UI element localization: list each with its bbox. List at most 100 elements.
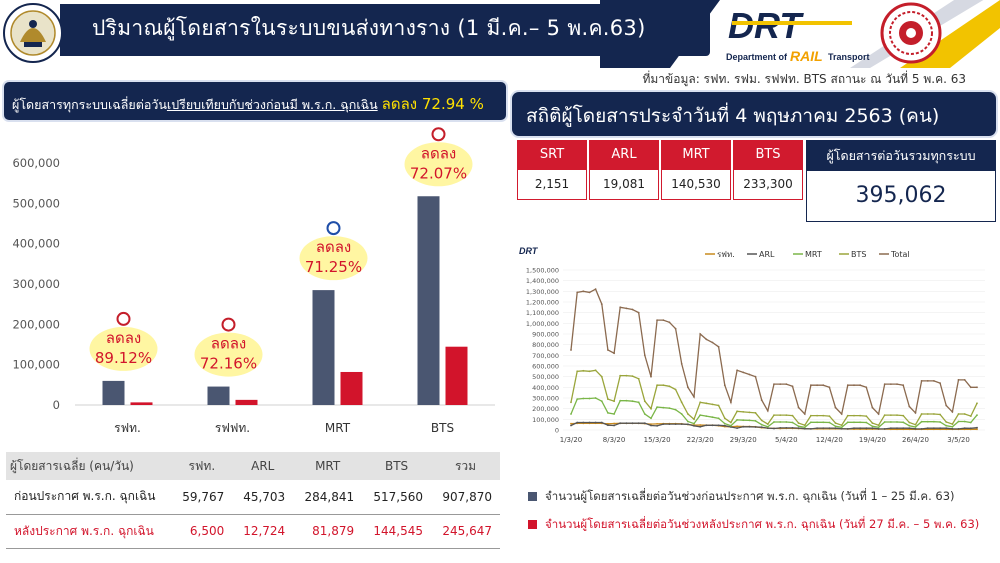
x-tick-label: 26/4/20: [902, 436, 929, 444]
ministry-seal-icon: [3, 3, 63, 63]
annotation-percent: 72.07%: [410, 164, 467, 182]
series-point: [699, 424, 702, 426]
series-point: [816, 427, 818, 429]
series-point: [926, 427, 929, 430]
annotation-highlight: [89, 326, 158, 371]
series-point: [797, 427, 800, 429]
series-point: [853, 384, 855, 387]
series-point: [908, 424, 911, 427]
y-tick-label: 200,000: [12, 317, 60, 331]
series-point: [643, 354, 646, 357]
series-point: [656, 319, 658, 321]
series-point: [693, 425, 695, 427]
stat-value: 233,300: [733, 170, 803, 200]
series-point: [779, 421, 782, 423]
series-point: [760, 426, 763, 429]
series-point: [736, 425, 738, 428]
series-point: [613, 400, 615, 403]
table-cell: 6,500: [171, 514, 233, 549]
operator-logo-icon: [326, 221, 341, 236]
table-header: BTS: [362, 452, 432, 480]
series-point: [588, 421, 591, 424]
series-point: [969, 415, 972, 417]
annotation-label: ลดลง: [421, 144, 456, 162]
series-point: [877, 427, 880, 430]
series-point: [637, 311, 640, 314]
y-tick-label: 400,000: [532, 384, 559, 392]
series-point: [920, 428, 923, 430]
series-point: [945, 427, 948, 430]
series-point: [680, 413, 683, 415]
x-tick-label: BTS: [431, 421, 454, 435]
series-point: [810, 428, 812, 430]
series-point: [570, 413, 572, 415]
line-chart: 0 100,000 200,000 300,000 400,000 500,000 600,…: [519, 246, 985, 444]
daily-stats-title: สถิติผู้โดยสารประจำวันที่ 4 พฤษภาคม 2563…: [526, 105, 940, 127]
series-point: [914, 426, 917, 428]
annotation-highlight: [404, 142, 473, 187]
series-point: [680, 423, 683, 425]
series-point: [810, 414, 812, 417]
x-tick-label: 8/3/20: [603, 436, 626, 444]
series-point: [877, 413, 880, 415]
legend-text: จำนวนผู้โดยสารเฉลี่ยต่อวันช่วงหลังประกาศ…: [545, 517, 980, 531]
series-point: [748, 419, 751, 422]
series-point: [637, 422, 640, 425]
series-point: [705, 424, 708, 427]
svg-text:RAIL: RAIL: [790, 48, 823, 64]
x-tick-label: 15/3/20: [644, 436, 671, 444]
series-point: [859, 427, 861, 430]
series-point: [625, 374, 628, 377]
series-point: [779, 414, 782, 416]
series-point: [588, 397, 591, 400]
series-point: [933, 427, 935, 430]
operator-logo-icon: [431, 127, 446, 142]
series-point: [730, 421, 732, 424]
y-tick-label: 700,000: [532, 352, 559, 360]
series-point: [890, 383, 892, 385]
series-point: [957, 428, 960, 430]
series-point: [766, 409, 769, 412]
series-point: [926, 413, 929, 415]
series-point: [883, 428, 886, 430]
series-point: [914, 427, 917, 430]
svg-text:Department of: Department of: [726, 52, 788, 62]
y-tick-label: 0: [53, 398, 60, 412]
series-point: [662, 423, 665, 425]
series-point: [760, 399, 763, 401]
stat-label: SRT: [517, 140, 587, 170]
series-point: [785, 414, 788, 416]
series-point: [570, 349, 572, 351]
series-point: [890, 414, 892, 416]
series-point: [662, 319, 665, 321]
series-point: [926, 380, 929, 382]
x-tick-label: MRT: [325, 421, 351, 435]
series-point: [643, 413, 646, 415]
series-point: [945, 424, 948, 427]
series-point: [705, 338, 708, 341]
series-point: [680, 363, 683, 365]
series-point: [582, 397, 585, 400]
series-point: [933, 413, 935, 415]
series-point: [668, 321, 671, 324]
annotation-percent: 72.16%: [200, 355, 257, 373]
series-point: [588, 370, 591, 373]
x-tick-label: รฟท.: [114, 421, 141, 435]
svg-text:Transport: Transport: [828, 52, 870, 62]
series-point: [963, 427, 966, 430]
series-point: [939, 382, 941, 384]
table-cell: 907,870: [431, 480, 500, 515]
row-label: ก่อนประกาศ พ.ร.ก. ฉุกเฉิน: [6, 480, 172, 515]
x-tick-label: 12/4/20: [816, 436, 843, 444]
series-point: [754, 420, 757, 422]
table-cell: 517,560: [362, 480, 432, 515]
series-point: [902, 421, 905, 424]
series-point: [748, 373, 751, 376]
series-point: [742, 371, 745, 374]
series-point: [760, 419, 763, 422]
series-point: [766, 425, 769, 428]
y-tick-label: 1,500,000: [526, 267, 559, 275]
series-point: [693, 422, 695, 425]
series-point: [840, 426, 843, 429]
legend-swatch: [528, 492, 537, 501]
